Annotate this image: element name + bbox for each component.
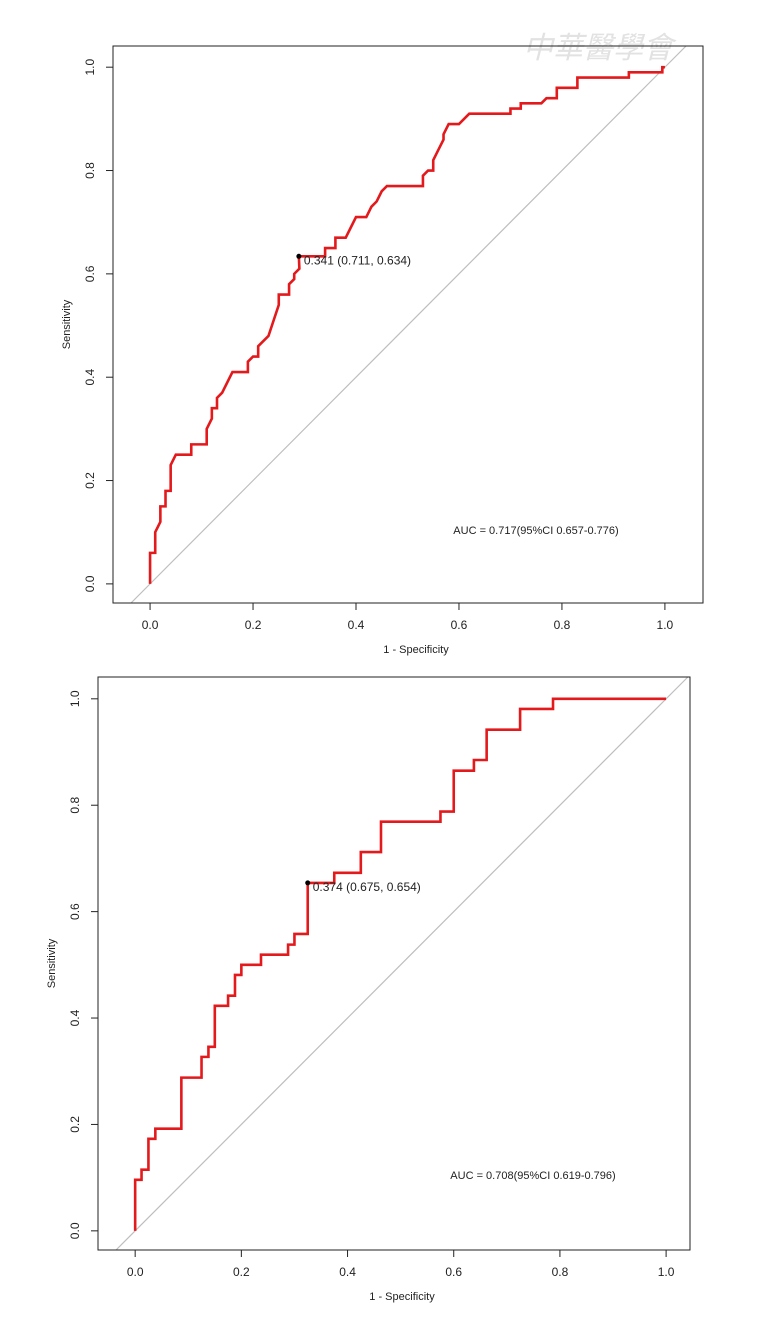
auc-annotation: AUC = 0.708(95%CI 0.619-0.796): [450, 1170, 615, 1182]
y-tick-label: 0.8: [83, 162, 97, 179]
best-cutoff-point: [305, 880, 311, 886]
x-tick-label: 0.0: [142, 618, 159, 632]
plot-frame: [112, 45, 704, 604]
x-tick-label: 0.6: [451, 618, 468, 632]
y-tick-label: 0.4: [68, 1009, 82, 1026]
x-tick-label: 0.2: [245, 618, 262, 632]
x-axis-label: 1 - Specificity: [369, 1291, 435, 1303]
x-tick-label: 0.8: [554, 618, 571, 632]
x-tick-label: 0.6: [445, 1265, 462, 1279]
best-cutoff-point: [296, 253, 302, 259]
x-tick-label: 1.0: [657, 618, 674, 632]
x-tick-label: 0.2: [233, 1265, 250, 1279]
roc-curve: [133, 697, 667, 1231]
y-tick-label: 0.4: [83, 369, 97, 386]
x-tick-label: 0.0: [127, 1265, 144, 1279]
x-tick-label: 0.4: [348, 618, 365, 632]
x-tick-label: 0.8: [552, 1265, 569, 1279]
y-tick-label: 1.0: [68, 690, 82, 707]
y-tick-label: 0.0: [68, 1222, 82, 1239]
watermark: 中華醫學會: [523, 31, 677, 66]
y-tick-label: 0.0: [83, 575, 97, 592]
x-tick-label: 1.0: [658, 1265, 675, 1279]
y-axis-label: Sensitivity: [46, 938, 58, 988]
auc-annotation: AUC = 0.717(95%CI 0.657-0.776): [453, 525, 618, 537]
cutoff-label: 0.341 (0.711, 0.634): [304, 253, 411, 267]
y-tick-label: 0.8: [68, 797, 82, 814]
reference-line: [130, 45, 687, 604]
reference-line: [115, 676, 689, 1251]
y-tick-label: 0.6: [83, 265, 97, 282]
y-tick-label: 1.0: [83, 59, 97, 76]
y-tick-label: 0.2: [68, 1116, 82, 1133]
y-tick-label: 0.6: [68, 903, 82, 920]
y-axis-label: Sensitivity: [61, 299, 73, 349]
x-tick-label: 0.4: [339, 1265, 356, 1279]
y-tick-label: 0.2: [83, 472, 97, 489]
cutoff-label: 0.374 (0.675, 0.654): [313, 880, 421, 894]
x-axis-label: 1 - Specificity: [383, 644, 449, 656]
plot-frame: [97, 676, 691, 1251]
roc-curve: [148, 65, 665, 584]
